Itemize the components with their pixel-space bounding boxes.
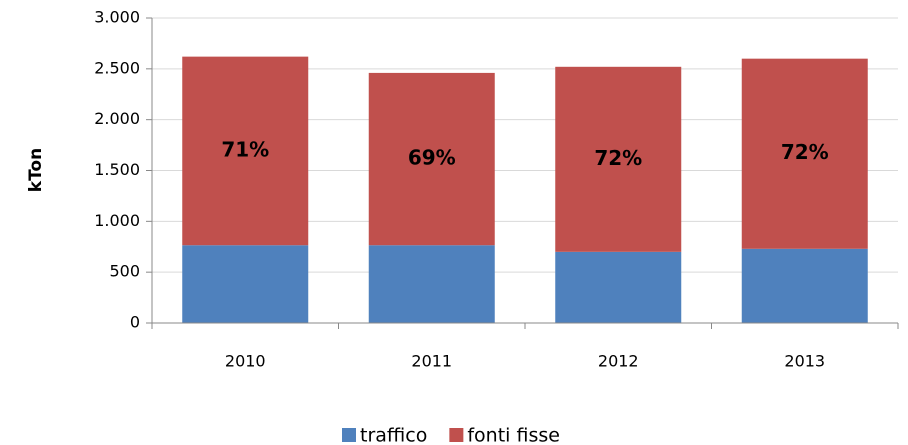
x-tick-label: 2010	[225, 352, 266, 371]
legend-label: traffico	[360, 425, 427, 445]
data-label: 72%	[594, 146, 642, 170]
legend-swatch	[342, 428, 356, 442]
bar-segment	[555, 251, 682, 323]
bar-segment	[555, 66, 682, 252]
bar-segment	[741, 248, 868, 323]
data-label: 72%	[781, 140, 829, 164]
y-tick-label: 0	[130, 313, 140, 332]
bar-segment	[368, 245, 495, 323]
bar-segment	[368, 72, 495, 246]
y-tick-label: 3.000	[94, 8, 140, 27]
bar-segment	[741, 58, 868, 249]
bar-segment	[182, 56, 309, 246]
data-label: 69%	[408, 146, 456, 170]
x-tick-label: 2011	[411, 352, 452, 371]
y-tick-label: 1.000	[94, 211, 140, 230]
bar-segment	[182, 245, 309, 323]
data-label: 71%	[221, 137, 269, 161]
y-axis-label: kTon	[26, 148, 46, 192]
y-tick-label: 1.500	[94, 160, 140, 179]
y-tick-label: 2.500	[94, 58, 140, 77]
legend-swatch	[449, 428, 464, 442]
y-tick-label: 500	[109, 262, 140, 281]
legend-label: fonti fisse	[467, 425, 560, 445]
y-tick-label: 2.000	[94, 109, 140, 128]
x-tick-label: 2013	[784, 352, 825, 371]
x-tick-label: 2012	[598, 352, 639, 371]
